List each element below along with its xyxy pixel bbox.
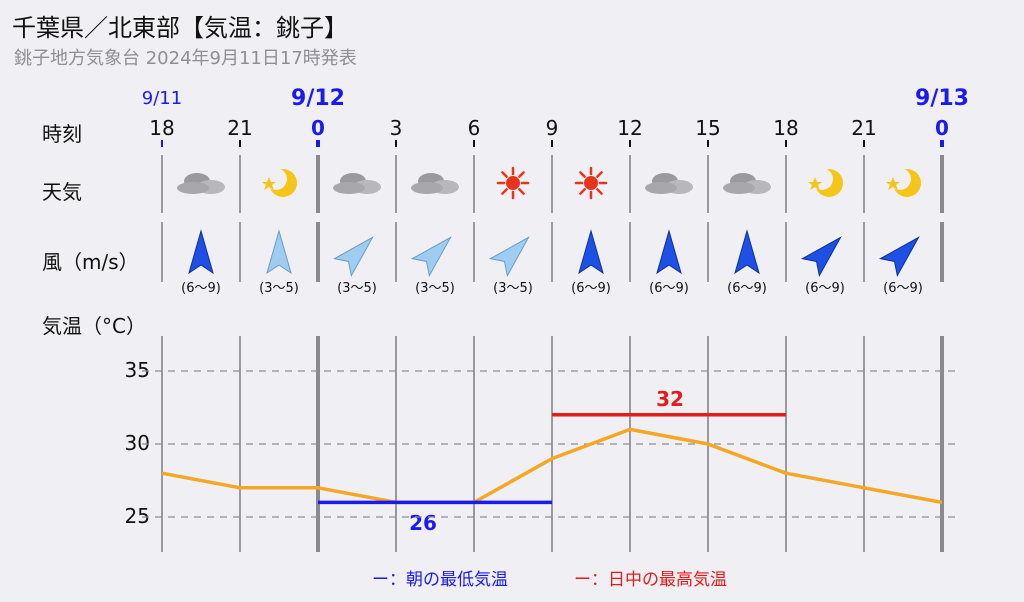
hour-label: 15	[695, 116, 721, 140]
max-temp-label: 32	[656, 386, 684, 411]
wind-arrow-icon	[578, 229, 604, 275]
cloud-icon	[723, 173, 771, 194]
hour-label: 3	[389, 116, 403, 140]
hour-label: 9	[545, 116, 559, 140]
page-title: 千葉県／北東部【気温：銚子】	[12, 14, 348, 42]
wind-speed-label: (3〜5)	[337, 281, 377, 296]
legend-max-temp: ー：日中の最高気温	[574, 570, 727, 590]
wind-arrow-icon	[188, 229, 214, 275]
y-tick-label: 35	[124, 358, 150, 382]
page-subtitle: 銚子地方気象台 2024年9月11日17時発表	[14, 48, 357, 69]
date-label: 9/12	[291, 86, 345, 111]
moon-icon	[808, 168, 843, 197]
legend-min-temp: ー：朝の最低気温	[372, 570, 508, 590]
wind-speed-label: (6〜9)	[883, 281, 923, 296]
hour-label: 0	[311, 116, 325, 140]
hour-label: 0	[935, 116, 949, 140]
sun-icon	[496, 166, 530, 200]
sun-icon	[574, 166, 608, 200]
min-temp-label: 26	[409, 511, 437, 536]
cloud-icon	[177, 173, 225, 194]
wind-arrow-icon	[410, 236, 452, 278]
hour-label: 18	[149, 116, 175, 140]
wind-arrow-icon	[488, 236, 530, 278]
date-label: 9/11	[141, 88, 183, 109]
wind-arrow-icon	[332, 236, 374, 278]
time-row-label: 時刻	[42, 122, 82, 146]
wind-speed-label: (3〜5)	[493, 281, 533, 296]
wind-arrow-icon	[878, 236, 920, 278]
wind-arrow-icon	[266, 229, 292, 275]
wind-speed-label: (6〜9)	[571, 281, 611, 296]
wind-arrow-icon	[734, 229, 760, 275]
wind-row-label: 風（m/s）	[42, 250, 139, 274]
hour-label: 21	[851, 116, 877, 140]
hour-label: 18	[773, 116, 799, 140]
wind-arrow-icon	[656, 229, 682, 275]
moon-icon	[886, 168, 921, 197]
wind-arrow-icon	[800, 236, 842, 278]
cloud-icon	[333, 173, 381, 194]
y-tick-label: 30	[124, 431, 150, 455]
hour-label: 21	[227, 116, 253, 140]
cloud-icon	[645, 173, 693, 194]
temp-row-label: 気温（°C）	[42, 314, 146, 338]
hour-label: 12	[617, 116, 643, 140]
hour-label: 6	[467, 116, 481, 140]
wind-speed-label: (6〜9)	[649, 281, 689, 296]
y-tick-label: 25	[124, 504, 150, 528]
wind-speed-label: (3〜5)	[259, 281, 299, 296]
wind-speed-label: (6〜9)	[181, 281, 221, 296]
cloud-icon	[411, 173, 459, 194]
date-label: 9/13	[915, 86, 969, 111]
wind-speed-label: (3〜5)	[415, 281, 455, 296]
wind-speed-label: (6〜9)	[727, 281, 767, 296]
weather-row-label: 天気	[42, 180, 82, 204]
wind-speed-label: (6〜9)	[805, 281, 845, 296]
moon-icon	[262, 168, 297, 197]
